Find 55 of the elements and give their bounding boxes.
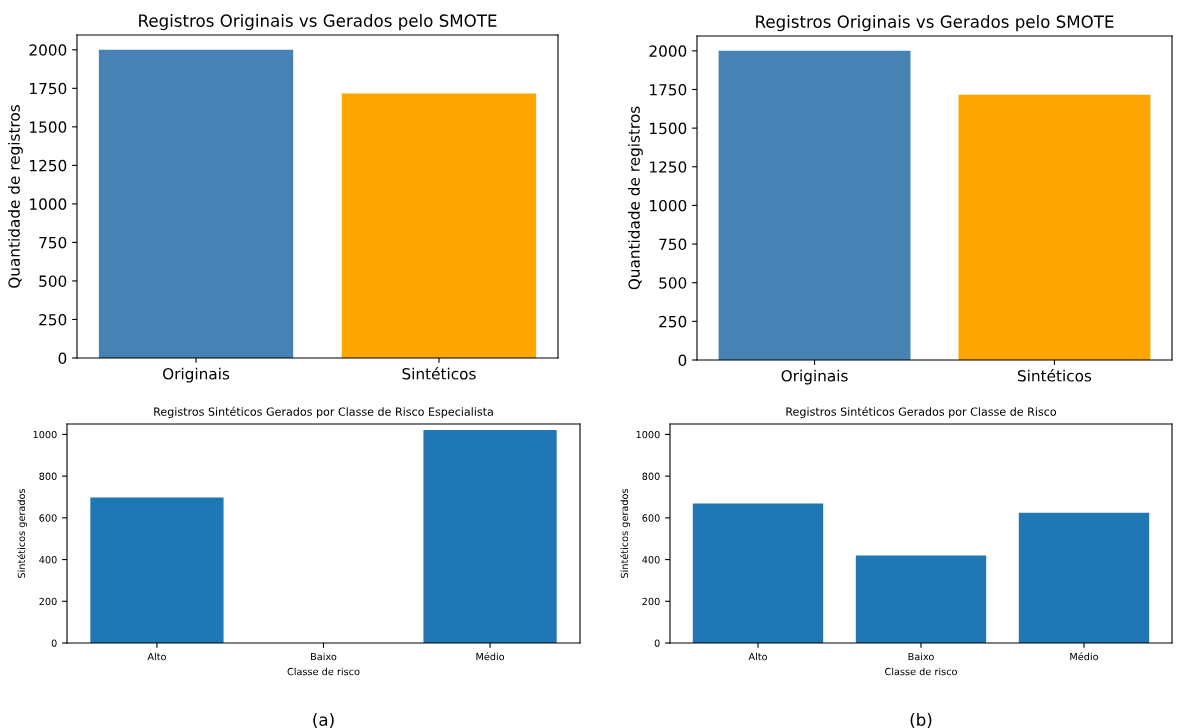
y-tick-label: 500 bbox=[659, 277, 687, 289]
x-tick-label: Baixo bbox=[311, 652, 337, 661]
y-tick-label: 0 bbox=[654, 639, 660, 647]
x-tick-label: Médio bbox=[476, 652, 505, 661]
x-axis-title: Classe de risco bbox=[287, 667, 360, 676]
y-tick-label: 0 bbox=[58, 352, 67, 365]
y-tick-label: 0 bbox=[678, 354, 687, 367]
y-tick-label: 2000 bbox=[29, 44, 67, 56]
x-tick-label: Baixo bbox=[908, 652, 934, 661]
y-tick-label: 1750 bbox=[650, 83, 687, 96]
y-tick-label: 600 bbox=[39, 514, 57, 522]
x-axis-title: Classe de risco bbox=[885, 667, 957, 676]
bar bbox=[692, 503, 824, 643]
chart-title: Registros Sintéticos Gerados por Classe de Risco Especialista bbox=[154, 406, 493, 418]
y-tick-label: 200 bbox=[39, 597, 57, 606]
y-tick-label: 250 bbox=[39, 313, 67, 326]
y-tick-label: 2000 bbox=[649, 45, 687, 57]
y-tick-label: 1250 bbox=[650, 161, 687, 173]
chart-title: Registros Sintéticos Gerados por Classe de Risco bbox=[786, 406, 1057, 418]
y-tick-label: 400 bbox=[39, 556, 57, 564]
y-tick-label: 200 bbox=[642, 597, 660, 606]
y-tick-label: 800 bbox=[39, 472, 57, 480]
y-tick-label: 1000 bbox=[636, 430, 660, 439]
y-tick-label: 750 bbox=[39, 236, 67, 249]
x-tick-label: Sintéticos bbox=[402, 367, 476, 380]
text: (b) bbox=[910, 713, 932, 728]
x-tick-label: Originais bbox=[163, 367, 230, 383]
y-tick-label: 600 bbox=[642, 514, 660, 522]
y-tick-label: 1000 bbox=[30, 198, 67, 210]
y-axis-title: Sintéticos gerados bbox=[17, 488, 27, 578]
y-tick-label: 1500 bbox=[650, 122, 687, 135]
x-tick-label: Médio bbox=[1070, 652, 1099, 661]
x-tick-label: Alto bbox=[147, 652, 166, 661]
bar bbox=[855, 555, 987, 643]
chart-title: Registros Originais vs Gerados pelo SMOTE bbox=[756, 15, 1114, 32]
y-tick-label: 500 bbox=[39, 275, 67, 287]
y-tick-label: 1000 bbox=[33, 430, 57, 439]
y-tick-label: 1000 bbox=[650, 199, 687, 212]
y-tick-label: 1500 bbox=[30, 121, 67, 133]
y-tick-label: 400 bbox=[642, 556, 660, 564]
y-tick-label: 750 bbox=[659, 238, 687, 251]
y-tick-label: 1750 bbox=[30, 82, 67, 95]
x-tick-label: Originais bbox=[781, 369, 848, 385]
y-tick-label: 0 bbox=[51, 639, 57, 647]
x-tick-label: Alto bbox=[748, 652, 768, 661]
y-axis-title: Quantidade de registros bbox=[628, 106, 643, 290]
bar bbox=[1018, 512, 1150, 643]
chart-title: Registros Originais vs Gerados pelo SMOTE bbox=[139, 14, 497, 31]
text: (a) bbox=[313, 713, 334, 728]
y-tick-label: 800 bbox=[642, 472, 660, 480]
x-tick-label: Sintéticos bbox=[1017, 369, 1092, 382]
y-axis-title: Sintéticos gerados bbox=[620, 488, 630, 578]
y-axis-title: Quantidade de registros bbox=[8, 105, 23, 288]
y-tick-label: 250 bbox=[659, 315, 687, 328]
y-tick-label: 1250 bbox=[30, 159, 67, 172]
